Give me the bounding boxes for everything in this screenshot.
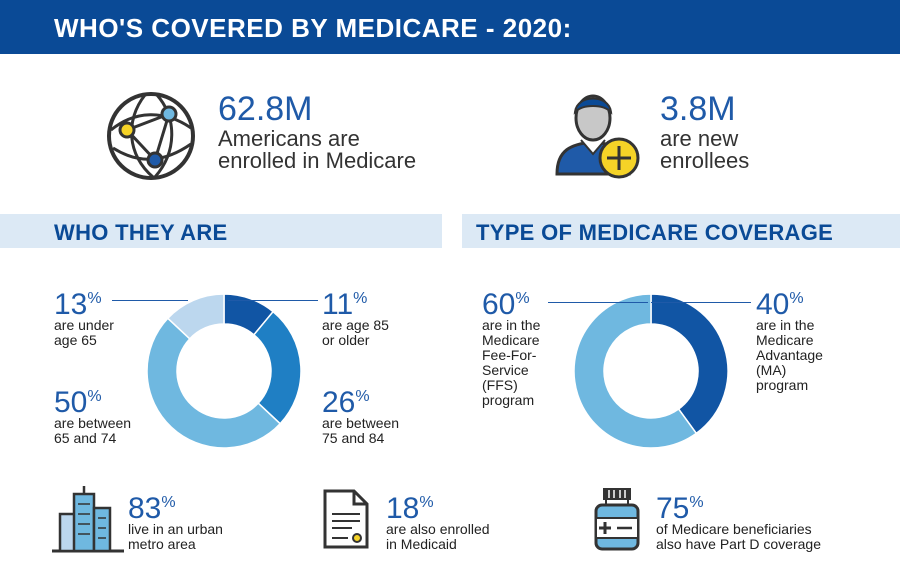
page-title: WHO'S COVERED BY MEDICARE - 2020: bbox=[54, 13, 572, 43]
new-enrollees-line2: enrollees bbox=[660, 148, 750, 173]
medicine-bottle-icon bbox=[594, 488, 640, 551]
leader-under-65 bbox=[112, 300, 188, 301]
enrolled-line1: Americans are bbox=[218, 126, 360, 151]
enrolled-line2: enrolled in Medicare bbox=[218, 148, 417, 173]
document-icon bbox=[323, 489, 369, 549]
header-banner: WHO'S COVERED BY MEDICARE - 2020: bbox=[0, 0, 900, 54]
city-buildings-icon bbox=[52, 486, 124, 553]
label-ma-2: Medicare bbox=[756, 332, 814, 348]
label-ma-5: program bbox=[756, 377, 809, 393]
pct-ffs: 60% bbox=[482, 288, 530, 321]
label-partd-2: also have Part D coverage bbox=[656, 536, 821, 552]
label-under-65-1: are under bbox=[54, 317, 114, 333]
slice-fee-for-service bbox=[573, 293, 698, 449]
pct-75-84: 26% bbox=[322, 386, 370, 419]
label-85-older-2: or older bbox=[322, 332, 370, 348]
label-85-older-1: are age 85 bbox=[322, 317, 389, 333]
pct-65-74: 50% bbox=[54, 386, 102, 419]
label-ffs-6: program bbox=[482, 392, 535, 408]
label-ffs-1: are in the bbox=[482, 317, 541, 333]
pct-ma: 40% bbox=[756, 288, 804, 321]
who-donut-chart bbox=[146, 293, 302, 449]
label-urban-1: live in an urban bbox=[128, 521, 223, 537]
pct-under-65: 13% bbox=[54, 288, 102, 321]
slice-under-65 bbox=[166, 293, 225, 340]
new-enrollees-line1: are new bbox=[660, 126, 739, 151]
label-ma-1: are in the bbox=[756, 317, 815, 333]
label-ffs-2: Medicare bbox=[482, 332, 540, 348]
label-ffs-5: (FFS) bbox=[482, 377, 518, 393]
enrolled-value: 62.8M bbox=[218, 90, 313, 128]
pct-medicaid: 18% bbox=[386, 492, 434, 525]
label-65-74-2: 65 and 74 bbox=[54, 430, 117, 446]
label-ma-4: (MA) bbox=[756, 362, 787, 378]
label-under-65-2: age 65 bbox=[54, 332, 97, 348]
person-plus-icon bbox=[555, 94, 640, 179]
leader-ffs bbox=[548, 302, 648, 303]
coverage-bar: TYPE OF MEDICARE COVERAGE bbox=[462, 214, 900, 248]
pct-85-older: 11% bbox=[322, 288, 368, 321]
label-ffs-4: Service bbox=[482, 362, 529, 378]
new-enrollees-value: 3.8M bbox=[660, 90, 736, 128]
label-ma-3: Advantage bbox=[756, 347, 823, 363]
label-medicaid-1: are also enrolled bbox=[386, 521, 490, 537]
label-75-84-2: 75 and 84 bbox=[322, 430, 385, 446]
label-75-84-1: are between bbox=[322, 415, 400, 431]
globe-network-icon bbox=[107, 92, 195, 180]
who-they-are-bar: WHO THEY ARE bbox=[0, 214, 442, 248]
label-ffs-3: Fee-For- bbox=[482, 347, 537, 363]
pct-partd: 75% bbox=[656, 492, 704, 525]
label-65-74-1: are between bbox=[54, 415, 132, 431]
label-medicaid-2: in Medicaid bbox=[386, 536, 457, 552]
label-partd-1: of Medicare beneficiaries bbox=[656, 521, 812, 537]
coverage-donut-chart bbox=[573, 293, 729, 449]
coverage-title: TYPE OF MEDICARE COVERAGE bbox=[476, 220, 834, 245]
slice-65-74 bbox=[146, 317, 282, 449]
leader-ma bbox=[651, 302, 751, 303]
who-they-are-title: WHO THEY ARE bbox=[54, 220, 228, 245]
pct-urban: 83% bbox=[128, 492, 176, 525]
slice-medicare-advantage bbox=[650, 293, 729, 435]
label-urban-2: metro area bbox=[128, 536, 196, 552]
leader-85-older bbox=[228, 300, 318, 301]
